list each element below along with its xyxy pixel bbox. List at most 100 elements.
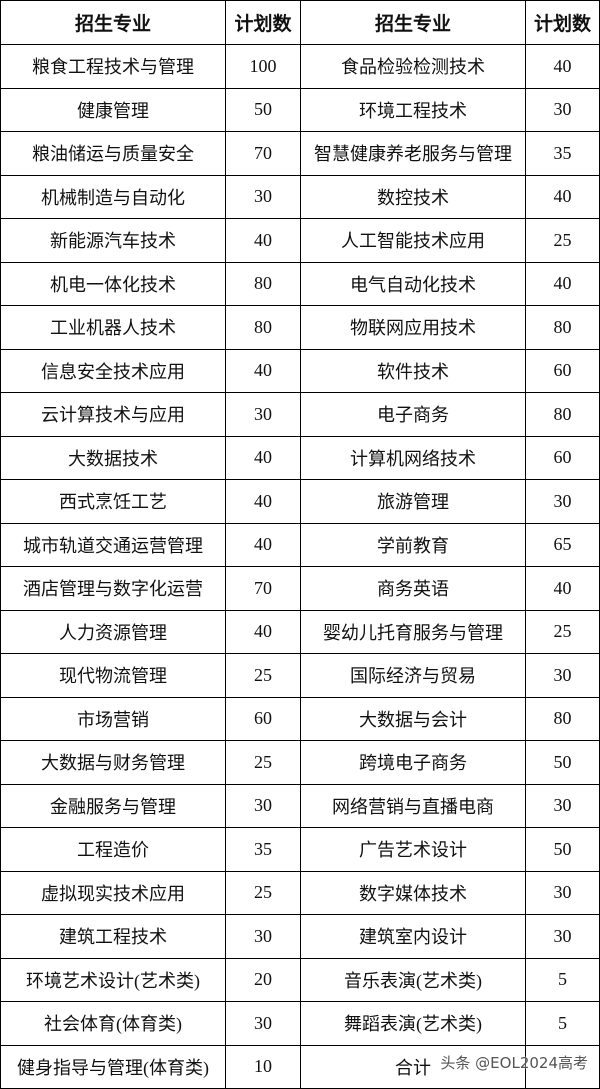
major-name: 计算机网络技术	[300, 435, 526, 480]
plan-count: 60	[225, 696, 301, 741]
major-name: 工程造价	[0, 827, 226, 872]
plan-count: 40	[525, 261, 600, 306]
plan-count: 35	[525, 131, 600, 176]
major-name: 数字媒体技术	[300, 870, 526, 915]
major-name: 机电一体化技术	[0, 261, 226, 306]
table-row: 机电一体化技术 80 电气自动化技术 40	[0, 261, 600, 306]
major-name: 金融服务与管理	[0, 783, 226, 828]
table-row: 金融服务与管理 30 网络营销与直播电商 30	[0, 783, 600, 828]
major-name: 旅游管理	[300, 479, 526, 524]
major-name: 大数据与财务管理	[0, 740, 226, 785]
plan-count: 40	[225, 348, 301, 393]
header-row: 招生专业 计划数 招生专业 计划数	[0, 0, 600, 45]
plan-count: 30	[525, 870, 600, 915]
table-row: 粮食工程技术与管理 100 食品检验检测技术 40	[0, 44, 600, 89]
plan-count: 30	[525, 914, 600, 959]
plan-count: 30	[525, 479, 600, 524]
major-name: 健身指导与管理(体育类)	[0, 1044, 226, 1089]
plan-count: 5	[525, 1001, 600, 1046]
major-name: 建筑工程技术	[0, 914, 226, 959]
major-name: 西式烹饪工艺	[0, 479, 226, 524]
plan-count: 25	[525, 609, 600, 654]
plan-count: 80	[525, 392, 600, 437]
major-name: 舞蹈表演(艺术类)	[300, 1001, 526, 1046]
major-name: 电气自动化技术	[300, 261, 526, 306]
plan-count	[525, 1044, 600, 1089]
plan-count: 30	[225, 914, 301, 959]
major-name: 大数据技术	[0, 435, 226, 480]
plan-count: 40	[225, 522, 301, 567]
plan-count: 80	[225, 305, 301, 350]
plan-count: 40	[225, 479, 301, 524]
plan-count: 40	[225, 218, 301, 263]
table-row: 云计算技术与应用 30 电子商务 80	[0, 392, 600, 437]
major-name: 商务英语	[300, 566, 526, 611]
table-row: 社会体育(体育类) 30 舞蹈表演(艺术类) 5	[0, 1001, 600, 1046]
table-row: 信息安全技术应用 40 软件技术 60	[0, 348, 600, 393]
plan-count: 70	[225, 566, 301, 611]
major-name: 音乐表演(艺术类)	[300, 957, 526, 1002]
major-name: 跨境电子商务	[300, 740, 526, 785]
plan-count: 80	[225, 261, 301, 306]
major-name: 市场营销	[0, 696, 226, 741]
table-row: 大数据与财务管理 25 跨境电子商务 50	[0, 740, 600, 785]
major-name: 软件技术	[300, 348, 526, 393]
major-name: 城市轨道交通运营管理	[0, 522, 226, 567]
major-name: 食品检验检测技术	[300, 44, 526, 89]
table-row: 大数据技术 40 计算机网络技术 60	[0, 435, 600, 480]
plan-count: 60	[525, 348, 600, 393]
major-name: 环境工程技术	[300, 87, 526, 132]
plan-count: 60	[525, 435, 600, 480]
major-name: 虚拟现实技术应用	[0, 870, 226, 915]
major-name: 环境艺术设计(艺术类)	[0, 957, 226, 1002]
major-name: 广告艺术设计	[300, 827, 526, 872]
table-row: 城市轨道交通运营管理 40 学前教育 65	[0, 522, 600, 567]
header-cell: 招生专业	[0, 0, 226, 45]
plan-count: 40	[525, 174, 600, 219]
plan-count: 25	[225, 653, 301, 698]
plan-count: 30	[525, 87, 600, 132]
plan-count: 50	[525, 740, 600, 785]
major-name: 工业机器人技术	[0, 305, 226, 350]
major-name: 信息安全技术应用	[0, 348, 226, 393]
plan-count: 70	[225, 131, 301, 176]
header-cell: 计划数	[225, 0, 301, 45]
plan-count: 5	[525, 957, 600, 1002]
major-name: 粮食工程技术与管理	[0, 44, 226, 89]
major-name: 人工智能技术应用	[300, 218, 526, 263]
major-name: 国际经济与贸易	[300, 653, 526, 698]
watermark: 头条 @EOL2024高考	[440, 1054, 588, 1072]
major-name: 数控技术	[300, 174, 526, 219]
table-row: 机械制造与自动化 30 数控技术 40	[0, 174, 600, 219]
plan-count: 100	[225, 44, 301, 89]
plan-count: 40	[525, 44, 600, 89]
table-row: 虚拟现实技术应用 25 数字媒体技术 30	[0, 870, 600, 915]
plan-count: 25	[225, 740, 301, 785]
table-row: 现代物流管理 25 国际经济与贸易 30	[0, 653, 600, 698]
plan-count: 30	[225, 392, 301, 437]
plan-count: 30	[225, 174, 301, 219]
major-name: 云计算技术与应用	[0, 392, 226, 437]
table-row: 健身指导与管理(体育类) 10 合计	[0, 1044, 600, 1089]
plan-count: 30	[225, 1001, 301, 1046]
plan-count: 25	[225, 870, 301, 915]
header-cell: 计划数	[525, 0, 600, 45]
plan-count: 25	[525, 218, 600, 263]
table-row: 建筑工程技术 30 建筑室内设计 30	[0, 914, 600, 959]
table-row: 工程造价 35 广告艺术设计 50	[0, 827, 600, 872]
table-row: 粮油储运与质量安全 70 智慧健康养老服务与管理 35	[0, 131, 600, 176]
plan-count: 35	[225, 827, 301, 872]
header-cell: 招生专业	[300, 0, 526, 45]
major-name: 智慧健康养老服务与管理	[300, 131, 526, 176]
table-row: 人力资源管理 40 婴幼儿托育服务与管理 25	[0, 609, 600, 654]
plan-count: 65	[525, 522, 600, 567]
table-row: 新能源汽车技术 40 人工智能技术应用 25	[0, 218, 600, 263]
major-name: 现代物流管理	[0, 653, 226, 698]
major-name: 社会体育(体育类)	[0, 1001, 226, 1046]
table-body: 粮食工程技术与管理 100 食品检验检测技术 40 健康管理 50 环境工程技术 30 粮油储运…	[0, 44, 600, 1089]
table-row: 酒店管理与数字化运营 70 商务英语 40	[0, 566, 600, 611]
major-name: 健康管理	[0, 87, 226, 132]
plan-count: 10	[225, 1044, 301, 1089]
